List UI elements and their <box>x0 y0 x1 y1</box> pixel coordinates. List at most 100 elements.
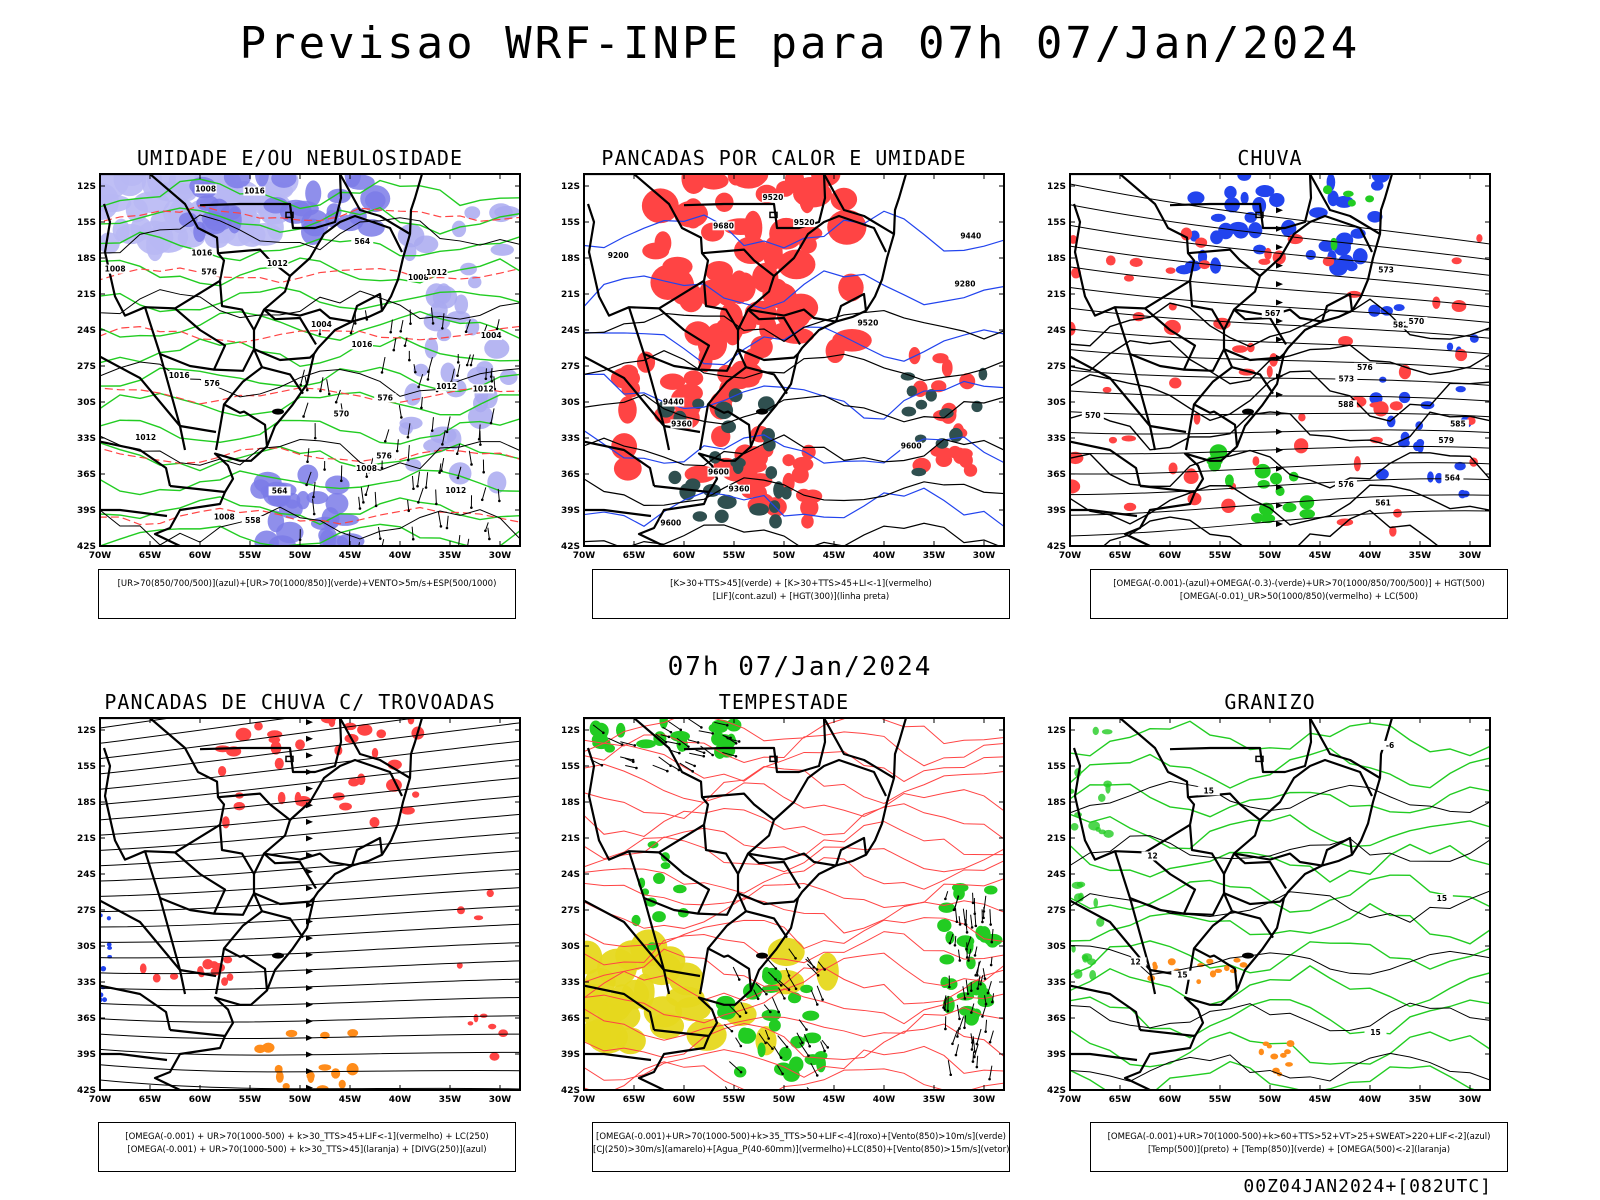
humidity-blob-blue <box>436 283 452 304</box>
omega-blob-blue <box>1427 471 1434 483</box>
border-line <box>1223 348 1285 362</box>
temp850-blob-green <box>1073 969 1083 979</box>
wind-vector <box>592 724 604 734</box>
lat-tick-label: 18S <box>77 798 96 808</box>
lat-tick-label: 15S <box>561 762 580 772</box>
jet-blob-yellow <box>584 995 610 1031</box>
border-line <box>1149 424 1187 434</box>
wind-vector <box>972 1051 975 1062</box>
contour-label-bg <box>355 463 378 473</box>
contour-label: 9440 <box>663 398 684 407</box>
wind-vector <box>943 1008 947 1011</box>
thunder-blob-red <box>328 718 336 728</box>
wind-vector <box>805 958 818 970</box>
lagoon-shape <box>272 408 284 415</box>
border-line <box>747 308 837 323</box>
country-borders <box>100 718 424 1090</box>
omega-blob-blue <box>1369 392 1383 405</box>
wind-vector <box>977 975 981 989</box>
streamline-arrow <box>306 752 313 759</box>
jet-blob-yellow <box>584 940 603 975</box>
rain-blob-red <box>1476 234 1483 243</box>
temp850-blob-green <box>1098 793 1106 802</box>
contour-label-bg <box>1081 411 1104 421</box>
border-line <box>100 355 181 427</box>
lat-tick-label: 30S <box>77 398 96 408</box>
wind-vector <box>349 331 353 335</box>
rain-blob-red <box>1193 412 1201 425</box>
streamline-arrow <box>306 1051 313 1058</box>
humidity-contour-green <box>100 336 520 368</box>
lon-tick-label: 35W <box>439 1095 462 1105</box>
border-line <box>223 947 269 991</box>
wind-vector <box>414 370 417 374</box>
wind-vector <box>693 764 696 768</box>
unstable-blob-darkgreen <box>939 408 954 419</box>
contour-label-bg <box>959 231 982 241</box>
lon-tick-label: 40W <box>1359 1095 1382 1105</box>
panel-title: GRANIZO <box>1224 690 1316 714</box>
wind-vector <box>965 979 969 994</box>
border-line <box>1309 174 1381 235</box>
wind-vector <box>816 974 820 977</box>
lon-tick-label: 70W <box>1059 551 1082 561</box>
contour-label-bg <box>330 409 353 419</box>
wind-vector <box>702 751 706 755</box>
unstable-blob-darkgreen <box>749 503 769 516</box>
lat-tick-label: 21S <box>1047 290 1066 300</box>
wind-vector <box>679 762 693 772</box>
wind-vector <box>313 436 317 440</box>
wind-vector <box>991 928 994 943</box>
unstable-blob-darkgreen <box>714 509 729 523</box>
hgt500-contour <box>1070 484 1490 526</box>
thunder-blob-red <box>376 729 387 739</box>
border-line <box>698 892 748 995</box>
contour-label-bg <box>900 441 923 451</box>
contour-label: 9600 <box>708 468 729 477</box>
lon-tick-label: 50W <box>1259 1095 1282 1105</box>
wind850-blob-green <box>953 886 965 901</box>
humidity-blob-blue <box>448 462 472 485</box>
border-line <box>663 968 701 978</box>
humidity-blob-blue <box>489 203 513 223</box>
instability-blob-red <box>838 273 864 302</box>
contour-label: 1004 <box>481 331 502 340</box>
wind-vector <box>364 493 368 497</box>
contour-label: 9600 <box>660 518 681 527</box>
contour-label: 579 <box>1438 436 1454 445</box>
streamline-arrow <box>1276 484 1283 491</box>
wind-vector <box>989 909 992 925</box>
wind-vector <box>989 1030 994 1043</box>
wind-vector <box>963 1026 966 1030</box>
rain-blob-red <box>1102 386 1112 393</box>
border-line <box>214 892 264 995</box>
wind-vector <box>456 443 461 454</box>
border-line <box>1259 758 1373 821</box>
contour-label-bg <box>480 331 503 341</box>
lat-tick-label: 39S <box>561 506 580 516</box>
contour-label-bg <box>1334 400 1357 410</box>
panel-pancadas-calor: PANCADAS POR CALOR E UMIDADE 9680 9600 960… <box>544 146 1024 626</box>
humidity-blob-blue <box>345 174 375 190</box>
border-line <box>823 174 895 235</box>
border-line <box>261 366 304 395</box>
temp500-contour-black <box>1070 944 1490 976</box>
instability-blob-red <box>743 210 763 245</box>
wind-vector <box>990 940 994 944</box>
pressure-isobar <box>100 506 520 546</box>
contour-label-bg <box>425 267 448 277</box>
wind-vector <box>968 948 972 961</box>
wind-vector <box>738 1015 742 1018</box>
wind-vector <box>662 726 672 733</box>
instability-blob-red <box>958 452 973 469</box>
wind-vector <box>991 1000 994 1004</box>
wind-vector <box>668 720 682 731</box>
rain-blob-red <box>1451 257 1462 265</box>
wind-vector <box>946 1009 950 1013</box>
border-line <box>584 440 656 487</box>
streamline <box>1070 369 1490 386</box>
instability-blob-red <box>935 447 953 460</box>
wind-vector <box>965 931 969 934</box>
unstable-blob-darkgreen <box>915 399 928 410</box>
